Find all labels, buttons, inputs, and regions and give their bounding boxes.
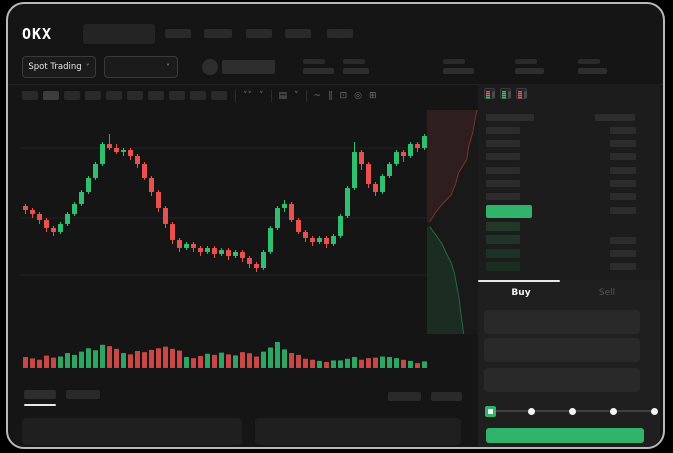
tab-sell[interactable]: Sell (598, 288, 616, 298)
timeframe-button[interactable] (22, 91, 38, 100)
last-price-badge[interactable] (486, 205, 532, 218)
compare-icon[interactable]: ∥ (328, 90, 333, 101)
stat-value-placeholder (303, 68, 334, 74)
orderbook-view-bids-icon[interactable] (500, 88, 511, 99)
price-input[interactable] (484, 310, 640, 334)
orderbook-view-asks-icon[interactable] (516, 88, 527, 99)
orderbook-view-combined-icon[interactable] (484, 88, 495, 99)
candle-style-icon[interactable]: ▤ (278, 90, 288, 101)
amount-input[interactable] (484, 338, 640, 362)
ask-amount-placeholder (610, 140, 636, 147)
bid-price-placeholder[interactable] (486, 222, 520, 231)
orderbook-header-amount-placeholder (595, 114, 635, 121)
timeframe-button[interactable] (190, 91, 206, 100)
ask-amount-placeholder (610, 153, 636, 160)
market-type-dropdown[interactable]: Spot Trading ˅ (22, 56, 96, 78)
slider-step-dot[interactable] (651, 408, 658, 415)
buy-submit-button[interactable] (486, 428, 644, 443)
timeframe-button[interactable] (85, 91, 101, 100)
stat-label-placeholder (443, 59, 465, 64)
fullscreen-icon[interactable]: ⊞ (368, 90, 377, 101)
ask-price-placeholder[interactable] (486, 167, 520, 174)
stat-value-placeholder (443, 68, 474, 74)
orders-toolbar-placeholder[interactable] (388, 392, 421, 401)
nav-item-placeholder[interactable] (285, 29, 311, 38)
slider-step-dot[interactable] (528, 408, 535, 415)
timeframe-button[interactable] (211, 91, 227, 100)
timeframe-button[interactable] (127, 91, 143, 100)
stat-label-placeholder (303, 59, 325, 64)
timeframe-button-selected[interactable] (43, 91, 59, 100)
okx-logo: OKX (22, 25, 53, 43)
nav-item-placeholder[interactable] (165, 29, 191, 38)
snapshot-icon[interactable]: ⊡ (339, 90, 348, 101)
bid-price-placeholder[interactable] (486, 262, 520, 271)
device-frame: OKX Spot Trading ˅ ˅ ˅˅ ˅ ▤ ˅ ~ ∥ (6, 2, 665, 449)
orders-table-placeholder (22, 418, 242, 445)
pair-dropdown[interactable]: ˅ (104, 56, 178, 78)
timeframe-button[interactable] (64, 91, 80, 100)
chevron-down-icon: ˅ (85, 62, 90, 72)
stat-label-placeholder (515, 59, 537, 64)
slider-step-dot[interactable] (610, 408, 617, 415)
line-overlay-icon[interactable]: ~ (313, 90, 322, 101)
ask-price-placeholder[interactable] (486, 127, 520, 134)
stat-value-placeholder (343, 68, 369, 74)
orders-tab-active-placeholder[interactable] (24, 390, 56, 399)
toolbar-divider (305, 89, 307, 102)
toolbar-divider (235, 89, 236, 102)
ask-price-placeholder[interactable] (486, 180, 520, 187)
orders-table-placeholder (255, 418, 461, 445)
orders-tab-placeholder[interactable] (66, 390, 100, 399)
timeframe-button[interactable] (106, 91, 122, 100)
ask-price-placeholder[interactable] (486, 140, 520, 147)
nav-item-placeholder[interactable] (327, 29, 353, 38)
chevron-down-icon[interactable]: ˅ (259, 90, 264, 101)
tab-buy[interactable]: Buy (511, 288, 531, 298)
timeframe-button[interactable] (148, 91, 164, 100)
toolbar-divider (270, 89, 272, 102)
depth-chart (427, 110, 478, 334)
bid-price-placeholder[interactable] (486, 235, 520, 244)
amount-slider-handle[interactable] (485, 406, 496, 417)
ask-amount-placeholder (610, 127, 636, 134)
bid-amount-placeholder (610, 263, 636, 270)
search-input[interactable] (83, 24, 155, 44)
ask-amount-placeholder (610, 180, 636, 187)
ask-amount-placeholder (610, 207, 636, 214)
indicators-collapse-icon[interactable]: ˅˅ (243, 90, 252, 101)
orderbook-header-price-placeholder (486, 114, 534, 121)
chevron-down-icon: ˅ (166, 62, 170, 72)
timeframe-button[interactable] (169, 91, 185, 100)
settings-icon[interactable]: ◎ (354, 90, 362, 101)
pair-name-placeholder (222, 60, 275, 74)
nav-item-placeholder[interactable] (246, 29, 272, 38)
trade-panel (478, 280, 660, 447)
active-tab-underline (478, 280, 560, 282)
ask-amount-placeholder (610, 167, 636, 174)
total-input[interactable] (484, 368, 640, 392)
nav-item-placeholder[interactable] (204, 29, 232, 38)
bid-price-placeholder[interactable] (486, 249, 520, 258)
orders-active-tab-underline (24, 404, 56, 406)
candlestick-chart[interactable] (20, 110, 435, 372)
coin-icon (202, 59, 218, 75)
ask-amount-placeholder (610, 193, 636, 200)
stat-value-placeholder (515, 68, 544, 74)
candle-style-chevron-icon[interactable]: ˅ (294, 90, 299, 101)
bid-amount-placeholder (610, 237, 636, 244)
stat-label-placeholder (343, 59, 365, 64)
bid-amount-placeholder (610, 250, 636, 257)
nav-divider (8, 84, 663, 85)
market-type-label: Spot Trading (28, 62, 82, 72)
orders-toolbar-placeholder[interactable] (431, 392, 462, 401)
stat-value-placeholder (578, 68, 607, 74)
stat-label-placeholder (578, 59, 600, 64)
ask-price-placeholder[interactable] (486, 193, 520, 200)
ask-price-placeholder[interactable] (486, 153, 520, 160)
slider-step-dot[interactable] (569, 408, 576, 415)
